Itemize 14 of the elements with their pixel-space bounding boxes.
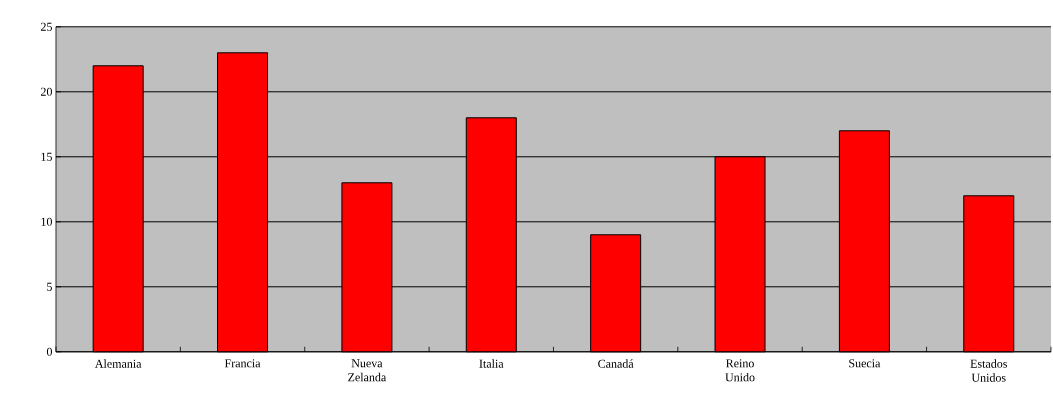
x-tick-label: Nueva Zelanda [348,359,387,382]
y-tick-label: 20 [40,87,52,96]
x-tick-label: Canadá [598,359,634,368]
y-tick-label: 10 [41,217,52,226]
y-tick-label: 15 [41,152,52,161]
x-tick-label: Francia [224,359,261,368]
x-tick-label: Reino Unido [725,359,755,382]
y-tick-label: 25 [40,22,52,31]
x-tick-label: Suecia [849,359,881,368]
x-tick-label: Estados Unidos [970,359,1007,382]
x-tick-label: Alemania [94,359,142,368]
x-tick-label: Italia [479,359,504,368]
y-tick-label: 5 [47,282,52,291]
y-tick-label: 0 [46,347,52,356]
